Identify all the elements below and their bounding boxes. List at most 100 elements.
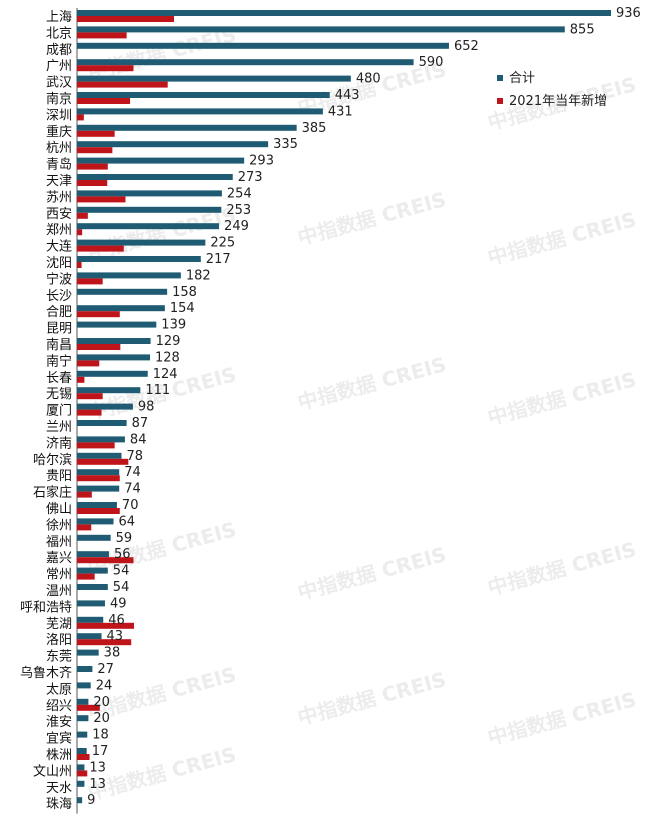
value-label: 56: [114, 547, 131, 562]
bar-total: [77, 518, 114, 525]
category-label: 长沙: [46, 289, 72, 304]
bar-new: [77, 639, 132, 646]
bar-total: [77, 256, 201, 262]
category-label: 南宁: [46, 353, 72, 369]
category-label: 昆明: [46, 322, 72, 337]
bar-new: [77, 491, 92, 498]
category-label: 太原: [46, 682, 72, 697]
value-label: 182: [186, 268, 211, 283]
category-label: 温州: [46, 584, 72, 599]
category-label: 济南: [46, 435, 72, 451]
value-label: 17: [92, 744, 109, 759]
value-label: 64: [119, 514, 136, 529]
category-label: 宁波: [46, 271, 72, 287]
value-label: 54: [113, 564, 130, 579]
bar-total: [77, 190, 222, 197]
value-label: 855: [570, 22, 595, 37]
value-label: 225: [210, 236, 235, 251]
category-label: 青岛: [46, 157, 72, 173]
bar-total: [77, 288, 168, 295]
category-label: 佛山: [46, 502, 72, 517]
legend-swatch-total: [497, 75, 503, 81]
value-label: 9: [87, 793, 95, 808]
value-label: 18: [92, 728, 109, 743]
bar-new: [77, 442, 115, 449]
value-label: 38: [104, 646, 121, 661]
bar-total: [77, 124, 297, 131]
value-label: 936: [616, 6, 641, 21]
bar-new: [77, 245, 124, 252]
watermark-text: 中指数据 CREIS: [485, 207, 639, 270]
category-label: 大连: [46, 239, 72, 255]
bar-new: [77, 311, 120, 318]
bar-total: [77, 157, 245, 164]
bar-total: [77, 321, 157, 328]
category-label: 洛阳: [46, 633, 72, 648]
bar-new: [77, 622, 135, 629]
bar-total: [77, 485, 120, 492]
bar-new: [77, 458, 129, 465]
bar-total: [77, 682, 91, 689]
bar-total: [77, 534, 111, 541]
value-label: 46: [108, 613, 125, 628]
bar-new: [77, 344, 121, 350]
category-label: 嘉兴: [46, 551, 72, 566]
bar-total: [77, 10, 611, 16]
category-label: 石家庄: [33, 485, 72, 501]
watermark-text: 中指数据 CREIS: [295, 187, 449, 250]
bar-total: [77, 338, 151, 344]
value-label: 217: [206, 252, 231, 267]
bar-total: [77, 584, 108, 590]
bar-new: [77, 32, 127, 39]
bar-new: [77, 229, 83, 236]
category-label: 重庆: [46, 124, 72, 140]
bar-total: [77, 141, 269, 148]
value-label: 84: [130, 432, 147, 447]
bar-total: [77, 649, 99, 656]
bar-total: [77, 354, 151, 361]
bar-total: [77, 403, 133, 410]
bar-total: [77, 666, 93, 672]
category-label: 长春: [46, 371, 72, 386]
value-label: 480: [356, 72, 381, 87]
bar-new: [77, 508, 120, 514]
bar-total: [77, 206, 222, 213]
bar-total: [77, 436, 125, 443]
bar-new: [77, 475, 120, 482]
bar-new: [77, 130, 115, 137]
value-label: 652: [454, 39, 479, 54]
bar-total: [77, 420, 127, 426]
category-label: 武汉: [46, 76, 72, 91]
value-label: 154: [170, 301, 195, 316]
bar-total: [77, 698, 89, 705]
bar-total: [77, 731, 88, 738]
value-label: 54: [113, 580, 130, 595]
bar-new: [77, 81, 168, 88]
value-label: 87: [132, 416, 149, 431]
value-label: 254: [227, 186, 252, 201]
bar-new: [77, 65, 134, 72]
bar-total: [77, 797, 83, 804]
value-label: 27: [97, 662, 114, 677]
value-label: 124: [153, 367, 178, 382]
legend-label-total: 合计: [509, 71, 535, 86]
value-label: 59: [116, 531, 133, 546]
category-label: 郑州: [46, 223, 72, 238]
value-label: 43: [107, 629, 124, 644]
category-label: 绍兴: [46, 699, 72, 714]
value-label: 253: [226, 203, 251, 218]
watermark-text: 中指数据 CREIS: [485, 687, 639, 750]
bar-total: [77, 75, 351, 82]
bar-total: [77, 551, 109, 558]
bar-total: [77, 174, 233, 180]
category-label: 苏州: [46, 189, 72, 205]
bar-new: [77, 557, 134, 564]
value-label: 128: [155, 350, 180, 365]
category-label: 南京: [46, 91, 72, 107]
category-label: 常州: [46, 568, 72, 583]
bar-new: [77, 409, 102, 416]
bar-total: [77, 42, 449, 49]
bar-new: [77, 376, 85, 383]
bar-total: [77, 26, 565, 33]
